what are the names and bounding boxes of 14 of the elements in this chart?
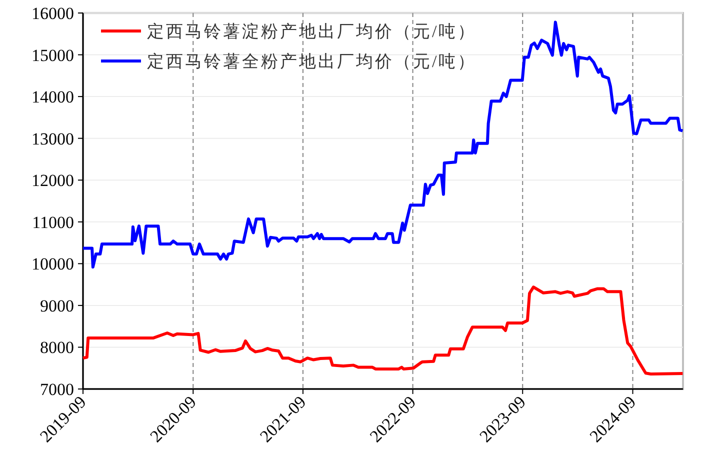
y-tick-label: 7000 <box>40 380 74 399</box>
line-series <box>82 286 684 376</box>
line-series <box>82 20 684 269</box>
legend-label: 定西马铃薯淀粉产地出厂均价（元/吨） <box>147 22 477 41</box>
y-tick-label: 12000 <box>32 171 74 190</box>
y-tick-label: 9000 <box>40 296 74 316</box>
legend-label: 定西马铃薯全粉产地出厂均价（元/吨） <box>147 52 477 71</box>
y-tick-label: 14000 <box>32 88 74 107</box>
y-tick-label: 11000 <box>32 212 74 232</box>
y-tick-label: 10000 <box>32 254 74 274</box>
y-tick-label: 13000 <box>32 129 74 148</box>
y-tick-label: 16000 <box>32 4 74 23</box>
y-tick-label: 15000 <box>32 46 74 65</box>
y-tick-label: 8000 <box>40 338 74 358</box>
